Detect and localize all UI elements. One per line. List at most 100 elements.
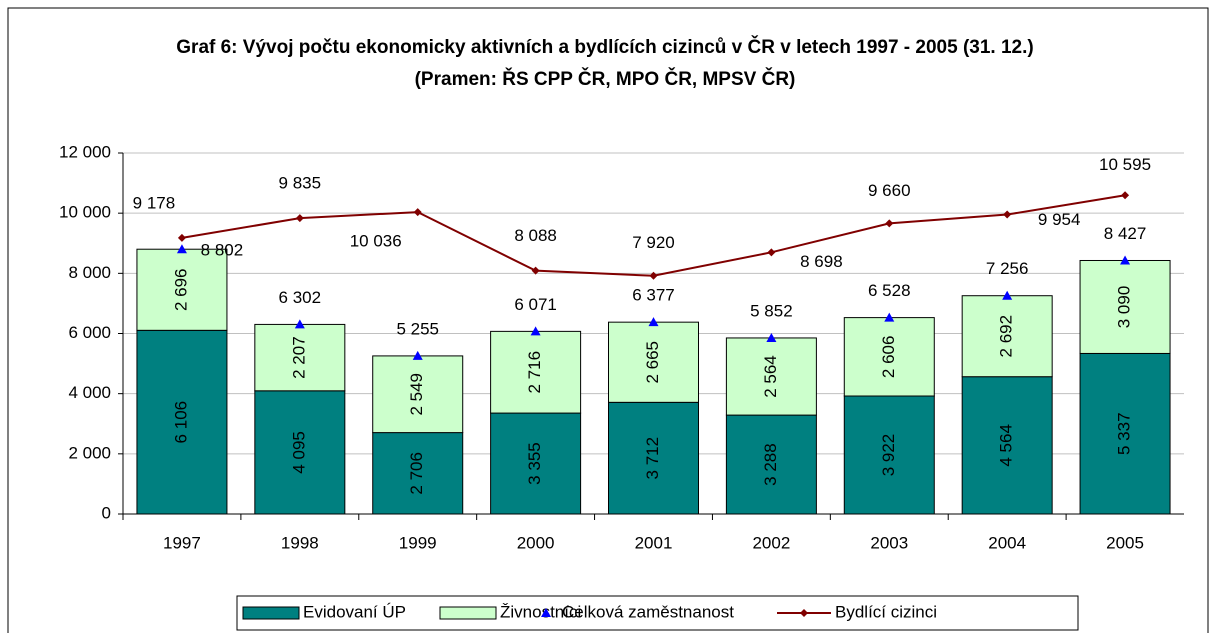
- bar-segment: [136, 329, 228, 515]
- marker-value-label: 7 256: [986, 259, 1029, 278]
- x-tick-label: 2004: [988, 533, 1026, 552]
- line-value-label: 10 036: [350, 232, 402, 251]
- line-marker: [295, 214, 304, 223]
- y-tick-label: 10 000: [59, 203, 111, 222]
- bar-value-label: 2 549: [407, 373, 426, 416]
- marker: [530, 326, 541, 336]
- marker-value-label: 5 852: [750, 301, 793, 320]
- line-marker: [1121, 191, 1130, 200]
- legend-swatch: [242, 606, 300, 620]
- bar-segment: [1079, 352, 1171, 515]
- marker: [1002, 290, 1013, 300]
- bar-value-label: 2 706: [407, 452, 426, 495]
- y-tick-label: 12 000: [59, 142, 111, 161]
- marker: [884, 312, 895, 322]
- line-marker: [177, 233, 186, 242]
- chart-title: Graf 6: Vývoj počtu ekonomicky aktivních…: [176, 37, 1034, 90]
- x-tick-label: 1997: [163, 533, 201, 552]
- bar-value-label: 2 665: [643, 341, 662, 384]
- line-value-label: 8 698: [800, 252, 843, 271]
- bar-value-label: 2 696: [171, 268, 190, 311]
- bar-segment: [843, 395, 935, 515]
- bar-value-label: 3 922: [879, 434, 898, 477]
- bar-value-label: 6 106: [171, 401, 190, 444]
- line-marker: [531, 266, 540, 275]
- bar-value-label: 2 564: [761, 355, 780, 398]
- line-value-label: 9 835: [279, 174, 322, 193]
- x-tick-label: 1998: [281, 533, 319, 552]
- legend-label: Bydlící cizinci: [835, 602, 937, 621]
- x-tick-label: 2001: [635, 533, 673, 552]
- marker-value-label: 6 528: [868, 281, 911, 300]
- legend-marker: [800, 609, 808, 617]
- marker-value-label: 8 427: [1104, 224, 1147, 243]
- legend-label: Živnostníci: [500, 602, 581, 621]
- marker-value-label: 6 302: [279, 288, 322, 307]
- legend-label: Celková zaměstnanost: [562, 602, 734, 621]
- marker-value-label: 6 071: [514, 295, 557, 314]
- bar-value-label: 3 090: [1115, 286, 1134, 329]
- line-value-label: 10 595: [1099, 155, 1151, 174]
- bar-segment: [961, 376, 1053, 515]
- marker: [766, 332, 777, 342]
- bar-value-label: 2 207: [289, 336, 308, 379]
- line-value-label: 9 660: [868, 181, 911, 200]
- bar-value-label: 2 606: [879, 336, 898, 379]
- marker: [294, 319, 305, 329]
- marker: [412, 350, 423, 360]
- line-value-label: 9 954: [1038, 210, 1081, 229]
- line-marker: [413, 208, 422, 217]
- x-tick-label: 2002: [752, 533, 790, 552]
- bar-value-label: 2 716: [525, 351, 544, 394]
- bar-segment: [490, 330, 582, 414]
- legend-label: Evidovaní ÚP: [303, 602, 406, 621]
- marker: [1120, 255, 1131, 265]
- legend-box: [236, 595, 1079, 631]
- bar-segment: [254, 323, 346, 392]
- bar-segment: [725, 337, 817, 416]
- marker: [176, 244, 187, 254]
- line-marker: [767, 248, 776, 257]
- y-tick-label: 8 000: [68, 263, 111, 282]
- bar-segment: [1079, 259, 1171, 354]
- x-tick-label: 2003: [870, 533, 908, 552]
- x-tick-label: 2000: [517, 533, 555, 552]
- line-marker: [885, 219, 894, 228]
- y-tick-label: 6 000: [68, 323, 111, 342]
- bar-segment: [490, 412, 582, 515]
- bar-segment: [608, 321, 699, 403]
- marker: [648, 317, 659, 327]
- y-tick-label: 2 000: [68, 443, 111, 462]
- y-tick-label: 0: [102, 503, 111, 522]
- bar-value-label: 4 564: [997, 424, 1016, 467]
- bar-segment: [843, 317, 935, 397]
- marker-value-label: 5 255: [396, 319, 439, 338]
- bar-segment: [372, 355, 464, 434]
- marker-value-label: 6 377: [632, 286, 675, 305]
- line-value-label: 7 920: [632, 233, 675, 252]
- bar-segment: [372, 432, 464, 515]
- bar-segment: [725, 414, 817, 515]
- x-tick-label: 1999: [399, 533, 437, 552]
- bar-segment: [608, 401, 699, 515]
- line-marker: [649, 271, 658, 280]
- legend-marker: [541, 608, 551, 617]
- bar-value-label: 4 095: [289, 431, 308, 474]
- bar-value-label: 3 712: [643, 437, 662, 480]
- line-value-label: 9 178: [133, 193, 176, 212]
- line-marker: [1003, 210, 1012, 219]
- bar-value-label: 3 288: [761, 443, 780, 486]
- line-value-label: 8 088: [514, 226, 557, 245]
- bar-segment: [136, 248, 228, 331]
- x-tick-label: 2005: [1106, 533, 1144, 552]
- bar-value-label: 5 337: [1115, 412, 1134, 455]
- bar-segment: [961, 295, 1053, 378]
- bar-value-label: 3 355: [525, 442, 544, 485]
- y-tick-label: 4 000: [68, 383, 111, 402]
- bar-value-label: 2 692: [997, 315, 1016, 358]
- marker-value-label: 8 802: [201, 241, 244, 260]
- legend-swatch: [439, 606, 497, 620]
- chart-border: [7, 7, 1209, 633]
